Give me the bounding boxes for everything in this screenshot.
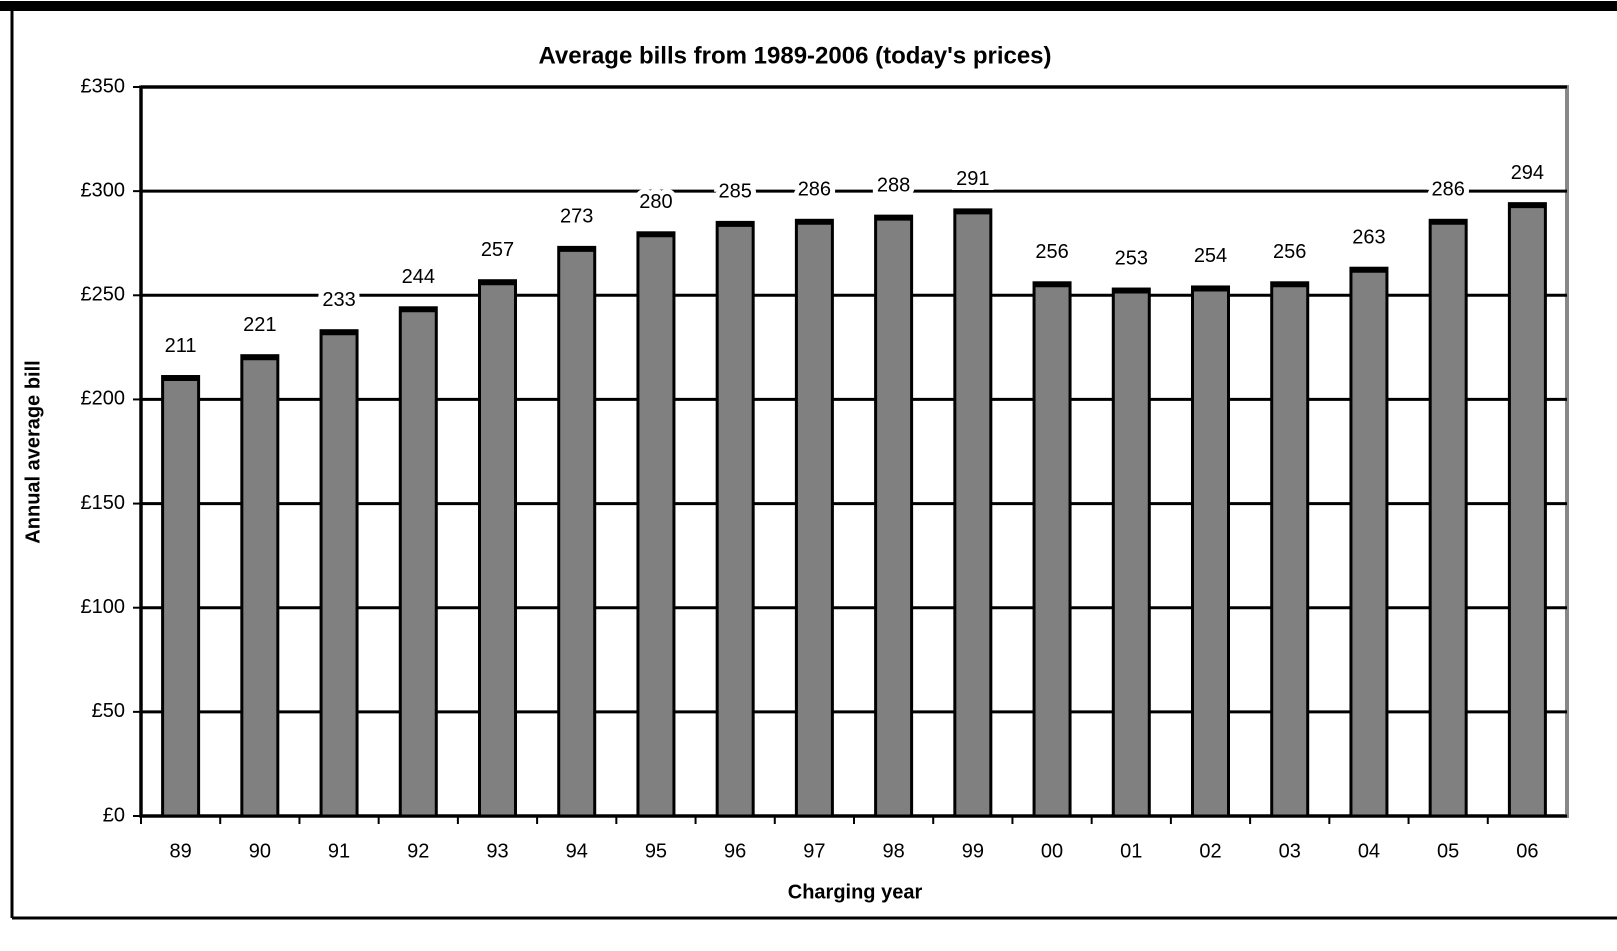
x-tick-label: 02 bbox=[1199, 840, 1221, 862]
x-tick-label: 95 bbox=[645, 840, 667, 862]
bar bbox=[636, 231, 676, 818]
value-label: 291 bbox=[956, 168, 989, 190]
y-tick-label: £0 bbox=[103, 804, 125, 826]
x-tick-label: 92 bbox=[407, 840, 429, 862]
chart-title: Average bills from 1989-2006 (today's pr… bbox=[538, 42, 1051, 69]
bar bbox=[1507, 202, 1547, 818]
y-tick-label: £50 bbox=[92, 700, 125, 722]
bar bbox=[1191, 285, 1230, 818]
x-tick-label: 89 bbox=[169, 840, 191, 862]
value-label: 256 bbox=[1273, 241, 1306, 263]
x-tick-label: 94 bbox=[566, 840, 588, 862]
value-label: 233 bbox=[322, 289, 355, 311]
bar bbox=[1270, 281, 1310, 818]
x-tick-label: 90 bbox=[249, 840, 271, 862]
value-label: 280 bbox=[639, 191, 672, 213]
bar bbox=[953, 208, 993, 818]
value-label: 257 bbox=[481, 239, 514, 261]
bar bbox=[240, 354, 280, 818]
value-label: 286 bbox=[1431, 179, 1464, 201]
value-label: 286 bbox=[798, 179, 831, 201]
y-tick-label: £150 bbox=[81, 492, 126, 514]
bar bbox=[1349, 266, 1389, 818]
value-label: 254 bbox=[1194, 245, 1227, 267]
bar bbox=[1428, 218, 1468, 818]
y-tick-label: £200 bbox=[81, 388, 126, 410]
x-tick-label: 01 bbox=[1120, 840, 1142, 862]
bar bbox=[1111, 287, 1151, 818]
value-label: 244 bbox=[402, 266, 435, 288]
bar bbox=[1032, 281, 1072, 818]
bar bbox=[478, 279, 517, 818]
bar bbox=[715, 220, 755, 818]
x-tick-label: 91 bbox=[328, 840, 350, 862]
x-axis-label: Charging year bbox=[788, 881, 923, 903]
bar bbox=[557, 245, 597, 818]
bar bbox=[874, 214, 914, 818]
value-label: 285 bbox=[718, 181, 751, 203]
value-label: 211 bbox=[165, 335, 197, 357]
x-tick-label: 03 bbox=[1279, 840, 1301, 862]
bar bbox=[398, 306, 438, 818]
x-tick-label: 05 bbox=[1437, 840, 1459, 862]
bar bbox=[161, 375, 201, 818]
y-tick-label: £300 bbox=[81, 179, 126, 201]
y-axis-label: Annual average bill bbox=[22, 360, 44, 543]
x-tick-label: 99 bbox=[962, 840, 984, 862]
y-tick-label: £250 bbox=[81, 284, 126, 306]
value-label: 273 bbox=[560, 206, 593, 228]
value-label: 221 bbox=[243, 314, 276, 336]
x-tick-label: 93 bbox=[486, 840, 508, 862]
x-tick-label: 97 bbox=[803, 840, 825, 862]
y-tick-label: £100 bbox=[81, 596, 126, 618]
y-tick-label: £350 bbox=[81, 75, 126, 97]
x-tick-label: 98 bbox=[882, 840, 904, 862]
bar bbox=[794, 218, 834, 818]
value-label: 263 bbox=[1352, 226, 1385, 248]
value-label: 256 bbox=[1035, 241, 1068, 263]
value-label: 253 bbox=[1115, 247, 1148, 269]
bar bbox=[319, 329, 359, 818]
x-tick-label: 96 bbox=[724, 840, 746, 862]
value-label: 294 bbox=[1511, 162, 1544, 184]
x-tick-label: 06 bbox=[1516, 840, 1538, 862]
value-label: 288 bbox=[877, 174, 910, 196]
x-tick-label: 00 bbox=[1041, 840, 1063, 862]
x-tick-label: 04 bbox=[1358, 840, 1380, 862]
